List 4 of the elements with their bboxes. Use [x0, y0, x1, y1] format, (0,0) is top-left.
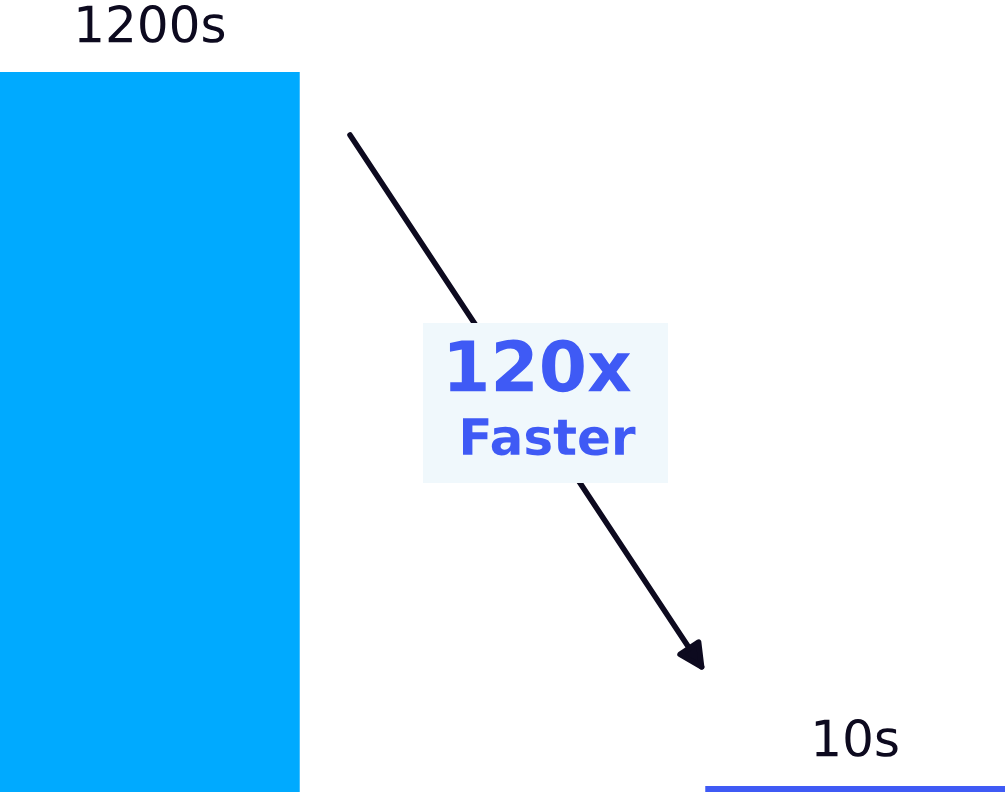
annotation: Faster [463, 418, 636, 456]
data-label: 1200s [78, 5, 225, 43]
annotation: 120x [449, 339, 631, 393]
data-label: 10s [815, 719, 898, 757]
